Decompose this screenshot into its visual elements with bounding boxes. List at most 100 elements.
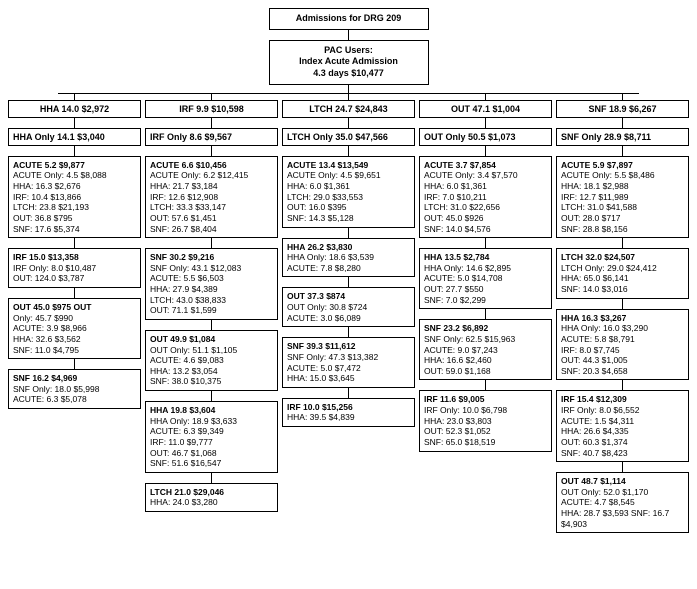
detail-line: IRF: 10.4 $13,866 (13, 192, 136, 203)
column: IRF 9.9 $10,598IRF Only 8.6 $9,567ACUTE … (145, 94, 278, 512)
detail-header: SNF 23.2 $6,892 (424, 323, 547, 334)
detail-line: ACUTE: 6.3 $9,349 (150, 426, 273, 437)
detail-header: SNF 30.2 $9,216 (150, 252, 273, 263)
only-box: HHA Only 14.1 $3,040 (8, 128, 141, 146)
detail-header: LTCH 32.0 $24,507 (561, 252, 684, 263)
detail-line: HHA: 23.0 $3,803 (424, 416, 547, 427)
detail-line: ACUTE: 5.0 $7,472 (287, 363, 410, 374)
detail-header: HHA 26.2 $3,830 (287, 242, 410, 253)
detail-line: SNF: 28.8 $8,156 (561, 224, 684, 235)
detail-line: ACUTE: 4.7 $8,545 (561, 497, 684, 508)
detail-box: IRF 10.0 $15,256HHA: 39.5 $4,839 (282, 398, 415, 427)
detail-box: IRF 15.0 $13,358IRF Only: 8.0 $10,487OUT… (8, 248, 141, 288)
detail-line: OUT: 57.6 $1,451 (150, 213, 273, 224)
detail-header: LTCH 21.0 $29,046 (150, 487, 273, 498)
detail-box: OUT 45.0 $975 OUTOnly: 45.7 $990ACUTE: 3… (8, 298, 141, 359)
detail-box: HHA 19.8 $3,604HHA Only: 18.9 $3,633ACUT… (145, 401, 278, 473)
detail-line: IRF Only: 8.0 $6,552 (561, 405, 684, 416)
detail-header: OUT 48.7 $1,114 (561, 476, 684, 487)
detail-line: ACUTE Only: 4.5 $8,088 (13, 170, 136, 181)
columns-container: HHA 14.0 $2,972HHA Only 14.1 $3,040ACUTE… (8, 94, 689, 534)
detail-header: ACUTE 5.2 $9,877 (13, 160, 136, 171)
detail-box: HHA 13.5 $2,784HHA Only: 14.6 $2,895ACUT… (419, 248, 552, 309)
detail-line: OUT: 124.0 $3,787 (13, 273, 136, 284)
detail-header: OUT 49.9 $1,084 (150, 334, 273, 345)
detail-line: ACUTE Only: 3.4 $7,570 (424, 170, 547, 181)
detail-line: OUT Only: 51.1 $1,105 (150, 345, 273, 356)
detail-line: OUT: 52.3 $1,052 (424, 426, 547, 437)
detail-line: ACUTE: 6.3 $5,078 (13, 394, 136, 405)
detail-line: HHA: 65.0 $6,141 (561, 273, 684, 284)
detail-line: ACUTE: 5.8 $8,791 (561, 334, 684, 345)
detail-line: OUT: 44.3 $1,005 (561, 355, 684, 366)
detail-box: ACUTE 6.6 $10,456ACUTE Only: 6.2 $12,415… (145, 156, 278, 238)
only-box: IRF Only 8.6 $9,567 (145, 128, 278, 146)
detail-header: ACUTE 6.6 $10,456 (150, 160, 273, 171)
detail-box: IRF 11.6 $9,005IRF Only: 10.0 $6,798HHA:… (419, 390, 552, 451)
detail-line: ACUTE: 9.0 $7,243 (424, 345, 547, 356)
detail-box: ACUTE 13.4 $13,549ACUTE Only: 4.5 $9,651… (282, 156, 415, 228)
only-box: LTCH Only 35.0 $47,566 (282, 128, 415, 146)
detail-line: HHA: 26.6 $4,335 (561, 426, 684, 437)
detail-line: HHA Only: 14.6 $2,895 (424, 263, 547, 274)
detail-line: IRF: 12.6 $12,908 (150, 192, 273, 203)
detail-line: HHA: 15.0 $3,645 (287, 373, 410, 384)
detail-line: IRF: 8.0 $7,745 (561, 345, 684, 356)
detail-line: ACUTE: 3.9 $8,966 (13, 323, 136, 334)
detail-line: OUT: 28.0 $717 (561, 213, 684, 224)
detail-line: SNF: 20.3 $4,658 (561, 366, 684, 377)
detail-line: IRF: 12.7 $11,989 (561, 192, 684, 203)
detail-box: SNF 39.3 $11,612SNF Only: 47.3 $13,382AC… (282, 337, 415, 388)
detail-line: HHA: 21.7 $3,184 (150, 181, 273, 192)
detail-line: HHA: 13.2 $3,054 (150, 366, 273, 377)
detail-line: HHA: 28.7 $3,593 SNF: 16.7 $4,903 (561, 508, 684, 529)
detail-header: HHA 16.3 $3,267 (561, 313, 684, 324)
detail-line: SNF: 17.6 $5,374 (13, 224, 136, 235)
detail-line: SNF: 38.0 $10,375 (150, 376, 273, 387)
detail-line: ACUTE: 7.8 $8,280 (287, 263, 410, 274)
detail-line: HHA: 32.6 $3,562 (13, 334, 136, 345)
detail-line: HHA: 6.0 $1,361 (287, 181, 410, 192)
detail-line: OUT Only: 52.0 $1,170 (561, 487, 684, 498)
detail-header: SNF 16.2 $4,969 (13, 373, 136, 384)
detail-line: SNF: 11.0 $4,795 (13, 345, 136, 356)
column: LTCH 24.7 $24,843LTCH Only 35.0 $47,566A… (282, 94, 415, 427)
only-box: SNF Only 28.9 $8,711 (556, 128, 689, 146)
detail-box: ACUTE 5.9 $7,897ACUTE Only: 5.5 $8,486HH… (556, 156, 689, 238)
detail-line: HHA: 27.9 $4,389 (150, 284, 273, 295)
detail-line: SNF: 14.0 $3,016 (561, 284, 684, 295)
detail-line: ACUTE: 3.0 $6,089 (287, 313, 410, 324)
detail-line: LTCH: 31.0 $41,588 (561, 202, 684, 213)
detail-line: HHA: 6.0 $1,361 (424, 181, 547, 192)
detail-header: HHA 19.8 $3,604 (150, 405, 273, 416)
column: OUT 47.1 $1,004 OUT Only 50.5 $1,073 ACUTE… (419, 94, 552, 452)
detail-box: SNF 16.2 $4,969SNF Only: 18.0 $5,998ACUT… (8, 369, 141, 409)
detail-line: SNF: 40.7 $8,423 (561, 448, 684, 459)
detail-line: SNF Only: 47.3 $13,382 (287, 352, 410, 363)
detail-line: LTCH: 31.0 $22,656 (424, 202, 547, 213)
detail-line: HHA: 16.6 $2,460 (424, 355, 547, 366)
detail-header: SNF 39.3 $11,612 (287, 341, 410, 352)
detail-line: IRF: 11.0 $9,777 (150, 437, 273, 448)
connector (348, 30, 349, 40)
detail-line: OUT: 60.3 $1,374 (561, 437, 684, 448)
only-box: OUT Only 50.5 $1,073 (419, 128, 552, 146)
detail-line: OUT: 46.7 $1,068 (150, 448, 273, 459)
detail-header: IRF 15.0 $13,358 (13, 252, 136, 263)
detail-header: HHA 13.5 $2,784 (424, 252, 547, 263)
detail-line: IRF Only: 8.0 $10,487 (13, 263, 136, 274)
detail-line: HHA Only: 16.0 $3,290 (561, 323, 684, 334)
detail-box: LTCH 32.0 $24,507LTCH Only: 29.0 $24,412… (556, 248, 689, 299)
detail-line: HHA: 39.5 $4,839 (287, 412, 410, 423)
pac-node: PAC Users: Index Acute Admission 4.3 day… (269, 40, 429, 85)
column-header: OUT 47.1 $1,004 (419, 100, 552, 118)
detail-box: SNF 23.2 $6,892SNF Only: 62.5 $15,963ACU… (419, 319, 552, 380)
detail-line: SNF: 51.6 $16,547 (150, 458, 273, 469)
column: HHA 14.0 $2,972HHA Only 14.1 $3,040ACUTE… (8, 94, 141, 409)
detail-box: HHA 16.3 $3,267HHA Only: 16.0 $3,290ACUT… (556, 309, 689, 381)
detail-header: ACUTE 3.7 $7,854 (424, 160, 547, 171)
detail-line: ACUTE: 4.6 $9,083 (150, 355, 273, 366)
column: SNF 18.9 $6,267 SNF Only 28.9 $8,711 ACUTE… (556, 94, 689, 534)
column-header: SNF 18.9 $6,267 (556, 100, 689, 118)
detail-line: ACUTE: 5.0 $14,708 (424, 273, 547, 284)
